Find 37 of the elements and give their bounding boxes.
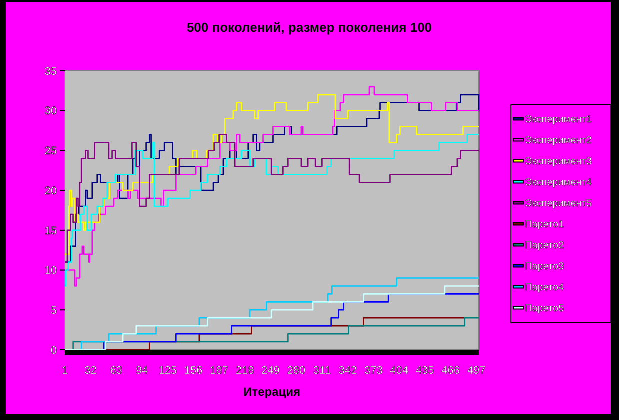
legend-label: Эксперимент3 [525,156,592,168]
legend-label: Эксперимент5 [525,198,592,210]
x-tick-label: 466 [442,365,460,377]
x-tick-label: 218 [236,365,254,377]
legend-label: Эксперимент1 [525,114,592,126]
x-tick-label: 125 [158,365,178,377]
x-tick-label: 156 [184,365,203,377]
x-tick-label: 342 [338,365,358,377]
legend-label: Парето2 [525,240,565,252]
x-tick-label: 249 [262,365,280,377]
y-tick-label: 15 [44,225,57,238]
y-tick-label: 5 [50,304,57,317]
legend-label: Парето5 [525,304,565,314]
x-axis-title: Итерация [244,385,300,399]
legend-label: Эксперимент2 [525,136,592,146]
x-tick-label: 373 [364,365,383,377]
x-tick-label: 1 [62,365,68,377]
y-tick-label: 0 [50,344,57,357]
legend-label: Эксперимент4 [525,178,592,188]
x-tick-label: 404 [390,365,409,377]
y-tick-label: 20 [44,185,57,198]
y-tick-label: 30 [44,106,57,118]
y-tick-label: 10 [44,265,57,278]
chart-title: 500 поколений, размер поколения 100 [186,20,432,35]
legend-label: Парето1 [525,220,565,230]
x-tick-label: 94 [136,365,148,377]
x-tick-label: 187 [210,365,228,377]
legend-label: Парето3 [525,262,565,272]
x-tick-label: 435 [416,365,434,377]
x-tick-label: 32 [84,365,97,377]
x-tick-label: 497 [467,365,486,377]
x-tick-label: 311 [313,365,331,377]
x-tick-label: 63 [110,365,123,377]
y-tick-label: 35 [44,66,57,78]
x-tick-label: 280 [287,365,306,377]
legend-label: Парето4 [525,282,565,294]
y-tick-label: 25 [44,146,57,158]
